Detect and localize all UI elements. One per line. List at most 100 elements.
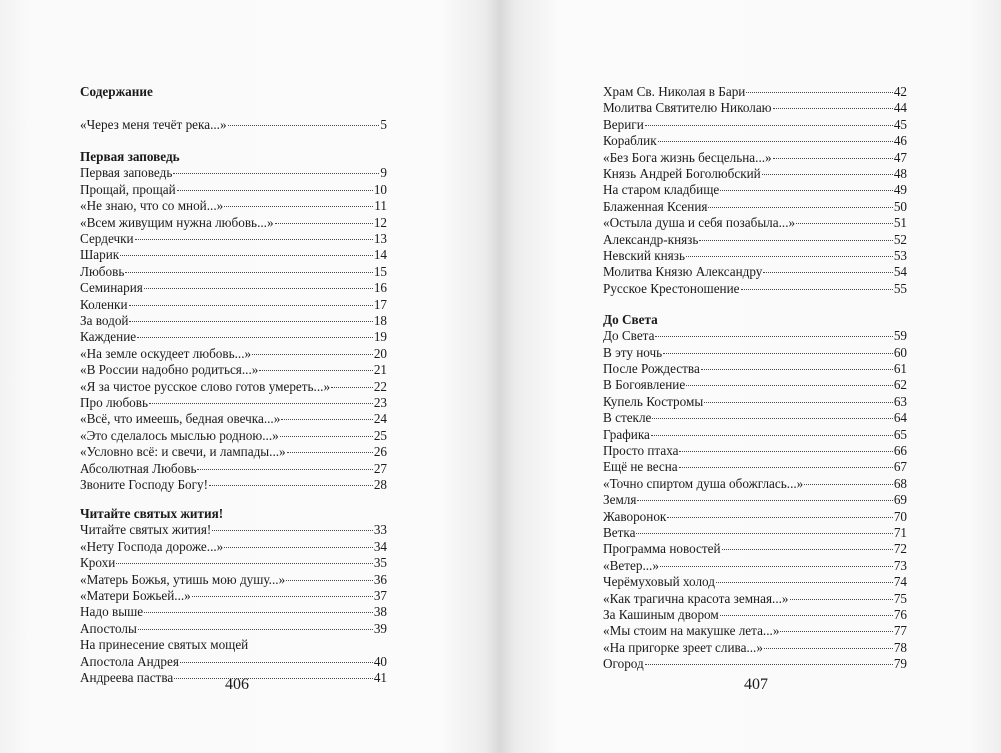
entry-title: За Кашиным двором	[603, 607, 719, 622]
entry-title: Каждение	[80, 329, 137, 345]
dot-leader	[176, 189, 373, 191]
toc-row: Апостолы 39	[80, 620, 387, 638]
entry-page: 46	[893, 133, 907, 149]
page-number: 406	[225, 676, 249, 693]
dot-leader	[259, 370, 373, 372]
toc-row: Графика 65	[603, 426, 907, 444]
entry-title: Земля	[603, 492, 637, 508]
entry-page: 44	[893, 100, 907, 116]
dot-leader	[286, 452, 373, 454]
toc-row: В стекле 64	[603, 409, 907, 427]
dot-leader	[650, 434, 893, 436]
entry-page: 21	[373, 362, 387, 378]
toc-row: «Точно спиртом душа обожглась...» 68	[603, 475, 907, 493]
entry-title: «Условно всё: и свечи, и лампады...»	[80, 444, 286, 460]
entry-title: Храм Св. Николая в Бари	[603, 84, 746, 99]
dot-leader	[179, 661, 373, 663]
entry-title: Семинария	[80, 280, 143, 296]
entry-title: «Ветер...»	[603, 557, 659, 573]
dot-leader	[636, 533, 893, 534]
section-title: Первая заповедь	[80, 149, 180, 164]
entry-page: 26	[373, 444, 387, 460]
entry-page: 15	[373, 263, 387, 279]
entry-page: 22	[373, 378, 387, 394]
entry-page: 19	[373, 329, 387, 345]
toc-row: Ещё не весна 67	[603, 458, 907, 476]
entry-page: 27	[373, 460, 387, 476]
entry-page: 39	[373, 620, 387, 636]
toc-row: Абсолютная Любовь 27	[80, 460, 387, 478]
entry-title: Крохи	[80, 555, 116, 571]
dot-leader	[655, 336, 893, 338]
entry-page: 66	[893, 443, 907, 458]
toc-row: «Условно всё: и свечи, и лампады...» 26	[80, 443, 387, 461]
entry-title: Читайте святых жития!	[80, 522, 212, 538]
entry-title: «На пригорке зреет слива...»	[603, 639, 763, 655]
entry-page: 40	[373, 653, 387, 669]
toc-row: «Как трагична красота земная...» 75	[603, 590, 907, 608]
entry-page: 72	[893, 541, 907, 557]
toc-row: «Остыла душа и себя позабыла...» 51	[603, 214, 907, 232]
toc-row: «В России надобно родиться...» 21	[80, 361, 387, 379]
section-title: До Света	[603, 311, 658, 327]
entry-title: «Точно спиртом душа обожглась...»	[603, 475, 804, 491]
dot-leader	[191, 596, 373, 597]
toc-row: Земля 69	[603, 491, 907, 509]
entry-page: 47	[893, 149, 907, 165]
entry-title: После Рождества	[603, 361, 700, 376]
entry-page: 73	[893, 557, 907, 573]
entry-page: 63	[893, 393, 907, 409]
dot-leader	[789, 598, 893, 600]
entry-title: Русское Крестоношение	[603, 280, 740, 296]
dot-leader	[144, 612, 373, 614]
toc-row: За водой 18	[80, 312, 387, 330]
entry-page: 75	[893, 590, 907, 606]
entry-page: 70	[893, 508, 907, 524]
entry-title: Апостола Андрея	[80, 653, 179, 669]
toc-row: Прощай, прощай 10	[80, 181, 387, 199]
entry-title: «Мы стоим на макушке лета...»	[603, 623, 780, 639]
toc-row: «Всем живущим нужна любовь...» 12	[80, 214, 387, 232]
dot-leader	[116, 563, 373, 565]
toc-row: На старом кладбище 49	[603, 181, 907, 199]
entry-title: «Как трагична красота земная...»	[603, 590, 789, 606]
toc-row: Читайте святых жития!	[80, 505, 387, 523]
toc-row: Огород 79	[603, 655, 907, 673]
entry-title: «Всё, что имеешь, бедная овечка...»	[80, 411, 281, 427]
entry-page: 17	[373, 296, 387, 312]
dot-leader	[644, 124, 893, 126]
entry-page: 78	[893, 639, 907, 655]
entry-title: «Не знаю, что со мной...»	[80, 198, 224, 214]
dot-leader	[129, 321, 373, 322]
entry-page: 49	[893, 182, 907, 198]
dot-leader	[274, 222, 373, 224]
entry-title: Первая заповедь	[80, 165, 173, 181]
entry-title: В стекле	[603, 410, 652, 426]
entry-title: Кораблик	[603, 133, 657, 149]
entry-title: Программа новостей	[603, 541, 721, 557]
entry-page: 5	[380, 117, 387, 132]
dot-leader	[137, 337, 373, 339]
entry-page: 24	[373, 411, 387, 427]
entry-page: 35	[373, 555, 387, 571]
entry-page: 14	[373, 247, 387, 263]
toc-row: Андреева паства 41	[80, 669, 387, 687]
dot-leader	[678, 467, 893, 469]
entry-title: Огород	[603, 656, 644, 672]
entry-page: 51	[893, 215, 907, 231]
entry-title: «На земле оскудеет любовь...»	[80, 345, 252, 361]
toc-row: Звоните Господу Богу! 28	[80, 476, 387, 494]
toc-row: Князь Андрей Боголюбский 48	[603, 165, 907, 183]
toc-row: Невский князь 53	[603, 247, 907, 265]
entry-title: Коленки	[80, 296, 128, 312]
dot-leader	[704, 401, 893, 403]
dot-leader	[746, 92, 893, 93]
dot-leader	[652, 418, 893, 420]
dot-leader	[173, 173, 380, 175]
toc-row: На принесение святых мощей	[80, 636, 387, 654]
dot-leader	[637, 500, 893, 502]
entry-page: 45	[893, 116, 907, 132]
entry-title: «Нету Господа дороже...»	[80, 538, 224, 554]
dot-leader	[143, 288, 373, 290]
entry-title: Сердечки	[80, 231, 134, 246]
